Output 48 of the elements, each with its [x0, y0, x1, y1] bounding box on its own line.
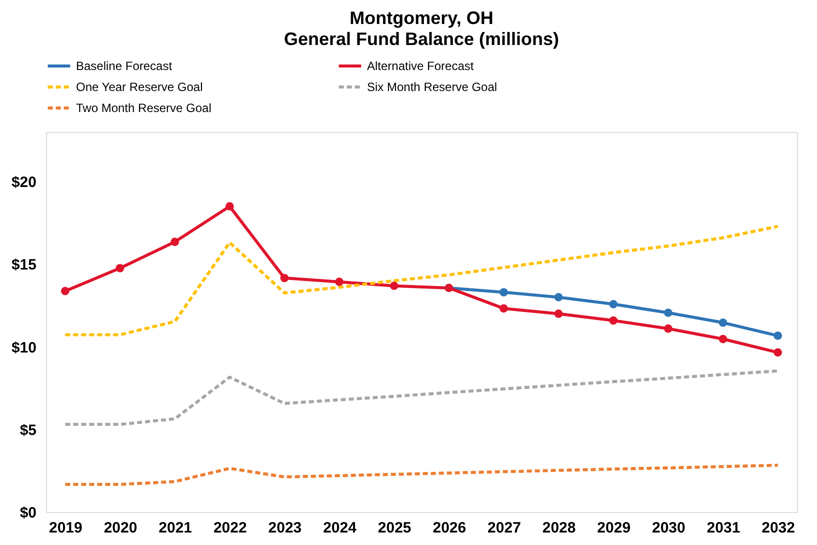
x-tick-label: 2029 — [597, 520, 631, 536]
point — [500, 304, 508, 313]
point — [225, 202, 234, 211]
x-tick-label: 2028 — [542, 520, 576, 536]
y-tick-label: $10 — [11, 339, 36, 356]
x-tick-label: 2032 — [762, 520, 795, 536]
x-tick-label: 2026 — [432, 520, 466, 536]
point — [609, 316, 618, 325]
x-tick-label: 2031 — [706, 520, 740, 536]
y-tick-label: $20 — [11, 174, 36, 192]
point — [664, 324, 672, 333]
point — [609, 300, 618, 308]
legend-label: Two Month Reserve Goal — [76, 101, 212, 115]
legend-label: One Year Reserve Goal — [76, 80, 203, 94]
x-tick-label: 2025 — [378, 520, 412, 536]
y-tick-label: $0 — [20, 504, 36, 522]
y-tick-label: $15 — [11, 256, 36, 274]
point — [774, 348, 782, 357]
chart-title: Montgomery, OH — [350, 8, 494, 28]
point — [554, 310, 563, 318]
point — [390, 282, 398, 290]
line-series — [64, 224, 780, 336]
line-series — [64, 369, 780, 426]
point — [61, 286, 70, 296]
legend-label: Alternative Forecast — [367, 59, 474, 73]
point — [718, 318, 728, 327]
point — [280, 274, 289, 282]
point — [116, 264, 124, 272]
legend-label: Baseline Forecast — [76, 59, 173, 73]
chart-subtitle: General Fund Balance (millions) — [284, 29, 560, 49]
x-tick-label: 2030 — [652, 520, 686, 536]
point — [718, 334, 728, 344]
line-series — [64, 464, 780, 486]
point — [500, 288, 508, 296]
x-tick-label: 2021 — [158, 520, 192, 536]
point — [170, 238, 180, 246]
y-tick-label: $5 — [20, 422, 36, 439]
x-tick-label: 2027 — [488, 520, 521, 536]
point — [774, 332, 782, 340]
point — [335, 278, 344, 286]
point — [554, 293, 563, 302]
x-tick-label: 2019 — [49, 520, 82, 536]
x-tick-label: 2024 — [323, 520, 358, 536]
x-tick-label: 2020 — [104, 520, 138, 536]
legend-label: Six Month Reserve Goal — [367, 80, 498, 94]
x-tick-label: 2023 — [268, 520, 302, 536]
x-tick-label: 2022 — [213, 520, 247, 536]
point — [664, 308, 672, 317]
